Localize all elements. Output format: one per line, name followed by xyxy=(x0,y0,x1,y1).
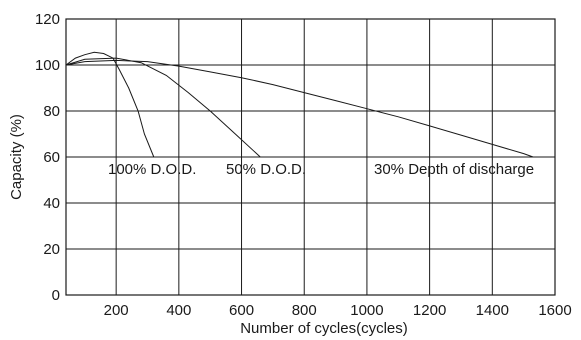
x-tick-label: 1400 xyxy=(476,302,509,319)
x-tick-label: 1600 xyxy=(538,302,571,319)
series-label: 50% D.O.D. xyxy=(226,161,306,178)
series-label: 100% D.O.D. xyxy=(108,161,196,178)
tick-layer: 200 400 600 800 1000 1200 1400 1600 0 20 40 60 80 100… xyxy=(35,11,572,319)
x-tick-label: 400 xyxy=(166,302,191,319)
plot-frame xyxy=(65,18,556,296)
curve-layer xyxy=(65,51,534,158)
y-tick-label: 120 xyxy=(35,11,60,28)
series-label: 30% Depth of discharge xyxy=(374,161,534,178)
y-tick-label: 20 xyxy=(43,241,60,258)
series-line xyxy=(65,51,155,158)
y-tick-label: 0 xyxy=(52,287,60,304)
x-tick-label: 800 xyxy=(292,302,317,319)
y-tick-label: 40 xyxy=(43,195,60,212)
x-tick-label: 1000 xyxy=(350,302,383,319)
series-line xyxy=(65,57,261,158)
series-line xyxy=(65,59,534,158)
x-tick-label: 1200 xyxy=(413,302,446,319)
series-label-layer: 100% D.O.D. 50% D.O.D. 30% Depth of discha… xyxy=(108,161,534,178)
y-tick-label: 60 xyxy=(43,149,60,166)
x-axis-label: Number of cycles(cycles) xyxy=(240,320,408,337)
x-tick-label: 200 xyxy=(104,302,129,319)
x-tick-label: 600 xyxy=(229,302,254,319)
y-axis-label: Capacity (%) xyxy=(8,114,25,200)
y-tick-label: 80 xyxy=(43,103,60,120)
grid-layer xyxy=(65,18,556,296)
y-tick-label: 100 xyxy=(35,57,60,74)
